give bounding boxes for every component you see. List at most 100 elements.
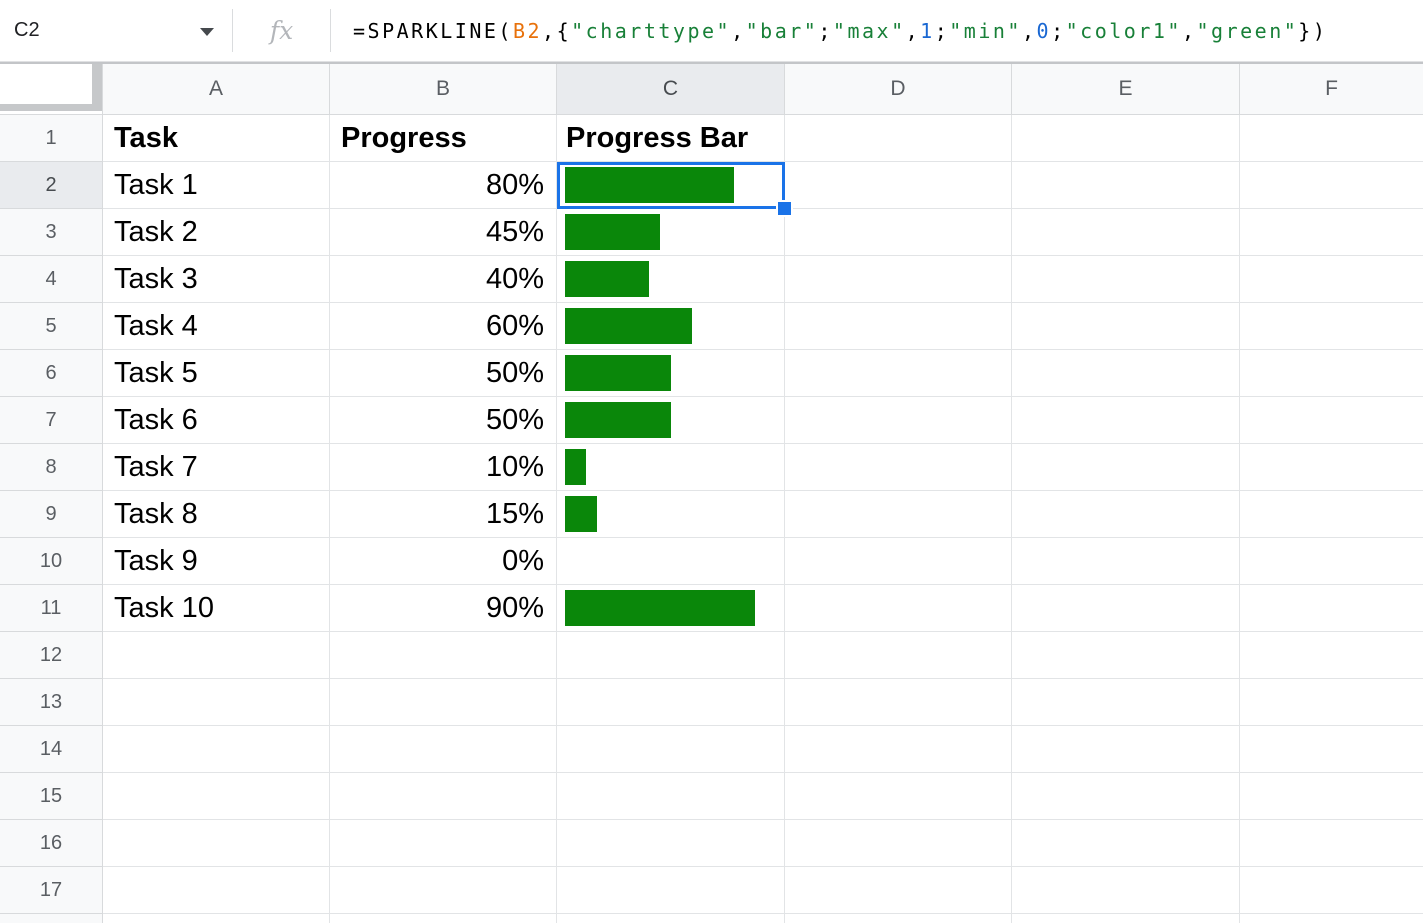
cell-A4[interactable]: Task 3: [103, 256, 330, 303]
cell-B17[interactable]: [330, 867, 557, 914]
cell-F10[interactable]: [1240, 538, 1423, 585]
cell-F7[interactable]: [1240, 397, 1423, 444]
cell-D3[interactable]: [785, 209, 1012, 256]
cell-C11[interactable]: [557, 585, 785, 632]
cell-D13[interactable]: [785, 679, 1012, 726]
cell-E15[interactable]: [1012, 773, 1240, 820]
cell-C12[interactable]: [557, 632, 785, 679]
cell-B18-partial[interactable]: [330, 914, 557, 923]
cell-A14[interactable]: [103, 726, 330, 773]
cell-F12[interactable]: [1240, 632, 1423, 679]
cell-D18-partial[interactable]: [785, 914, 1012, 923]
cell-E13[interactable]: [1012, 679, 1240, 726]
cell-E2[interactable]: [1012, 162, 1240, 209]
cell-A15[interactable]: [103, 773, 330, 820]
cell-E11[interactable]: [1012, 585, 1240, 632]
name-box-dropdown-icon[interactable]: [200, 27, 214, 36]
cell-C14[interactable]: [557, 726, 785, 773]
row-header-5[interactable]: 5: [0, 303, 103, 350]
cell-D4[interactable]: [785, 256, 1012, 303]
row-header-4[interactable]: 4: [0, 256, 103, 303]
cell-B10[interactable]: 0%: [330, 538, 557, 585]
cell-A17[interactable]: [103, 867, 330, 914]
column-header-F[interactable]: F: [1240, 64, 1423, 115]
row-header-2[interactable]: 2: [0, 162, 103, 209]
cell-C15[interactable]: [557, 773, 785, 820]
row-header-7[interactable]: 7: [0, 397, 103, 444]
cell-E3[interactable]: [1012, 209, 1240, 256]
cell-E8[interactable]: [1012, 444, 1240, 491]
cell-F18-partial[interactable]: [1240, 914, 1423, 923]
cell-A3[interactable]: Task 2: [103, 209, 330, 256]
cell-D6[interactable]: [785, 350, 1012, 397]
cell-B3[interactable]: 45%: [330, 209, 557, 256]
cell-E7[interactable]: [1012, 397, 1240, 444]
cell-E5[interactable]: [1012, 303, 1240, 350]
cell-A11[interactable]: Task 10: [103, 585, 330, 632]
cell-D14[interactable]: [785, 726, 1012, 773]
column-header-D[interactable]: D: [785, 64, 1012, 115]
row-header-12[interactable]: 12: [0, 632, 103, 679]
cell-D7[interactable]: [785, 397, 1012, 444]
cell-F13[interactable]: [1240, 679, 1423, 726]
cell-F5[interactable]: [1240, 303, 1423, 350]
cell-E9[interactable]: [1012, 491, 1240, 538]
row-header-1[interactable]: 1: [0, 115, 103, 162]
cell-D15[interactable]: [785, 773, 1012, 820]
cell-E4[interactable]: [1012, 256, 1240, 303]
column-header-C[interactable]: C: [557, 64, 785, 115]
cell-A18-partial[interactable]: [103, 914, 330, 923]
cell-B9[interactable]: 15%: [330, 491, 557, 538]
cell-C3[interactable]: [557, 209, 785, 256]
cell-E12[interactable]: [1012, 632, 1240, 679]
cell-E16[interactable]: [1012, 820, 1240, 867]
fill-handle[interactable]: [776, 200, 793, 217]
row-header-13[interactable]: 13: [0, 679, 103, 726]
cell-E10[interactable]: [1012, 538, 1240, 585]
row-header-14[interactable]: 14: [0, 726, 103, 773]
cell-B14[interactable]: [330, 726, 557, 773]
cell-A7[interactable]: Task 6: [103, 397, 330, 444]
cell-F3[interactable]: [1240, 209, 1423, 256]
cell-C18-partial[interactable]: [557, 914, 785, 923]
cell-C4[interactable]: [557, 256, 785, 303]
cell-D1[interactable]: [785, 115, 1012, 162]
select-all-corner[interactable]: [0, 64, 103, 115]
cell-D5[interactable]: [785, 303, 1012, 350]
row-header-9[interactable]: 9: [0, 491, 103, 538]
cell-C8[interactable]: [557, 444, 785, 491]
cell-B5[interactable]: 60%: [330, 303, 557, 350]
cell-F8[interactable]: [1240, 444, 1423, 491]
cell-C10[interactable]: [557, 538, 785, 585]
cell-E1[interactable]: [1012, 115, 1240, 162]
cell-C13[interactable]: [557, 679, 785, 726]
cell-D17[interactable]: [785, 867, 1012, 914]
cell-A1[interactable]: Task: [103, 115, 330, 162]
cell-C5[interactable]: [557, 303, 785, 350]
cell-A10[interactable]: Task 9: [103, 538, 330, 585]
column-header-E[interactable]: E: [1012, 64, 1240, 115]
cell-B2[interactable]: 80%: [330, 162, 557, 209]
cell-B13[interactable]: [330, 679, 557, 726]
cell-C9[interactable]: [557, 491, 785, 538]
cell-E18-partial[interactable]: [1012, 914, 1240, 923]
cell-B4[interactable]: 40%: [330, 256, 557, 303]
cell-E6[interactable]: [1012, 350, 1240, 397]
row-header-3[interactable]: 3: [0, 209, 103, 256]
row-header-11[interactable]: 11: [0, 585, 103, 632]
formula-input[interactable]: =SPARKLINE(B2 ,{"charttype", "bar"; "max", 1…: [331, 0, 1423, 61]
row-header-6[interactable]: 6: [0, 350, 103, 397]
cell-F16[interactable]: [1240, 820, 1423, 867]
cell-name-box[interactable]: C2: [0, 0, 232, 61]
row-header-18-partial[interactable]: [0, 914, 103, 923]
cell-A6[interactable]: Task 5: [103, 350, 330, 397]
cell-C1[interactable]: Progress Bar: [557, 115, 785, 162]
cell-F4[interactable]: [1240, 256, 1423, 303]
cell-F15[interactable]: [1240, 773, 1423, 820]
row-header-8[interactable]: 8: [0, 444, 103, 491]
cell-F1[interactable]: [1240, 115, 1423, 162]
cell-B7[interactable]: 50%: [330, 397, 557, 444]
column-header-B[interactable]: B: [330, 64, 557, 115]
cell-E14[interactable]: [1012, 726, 1240, 773]
cell-A12[interactable]: [103, 632, 330, 679]
